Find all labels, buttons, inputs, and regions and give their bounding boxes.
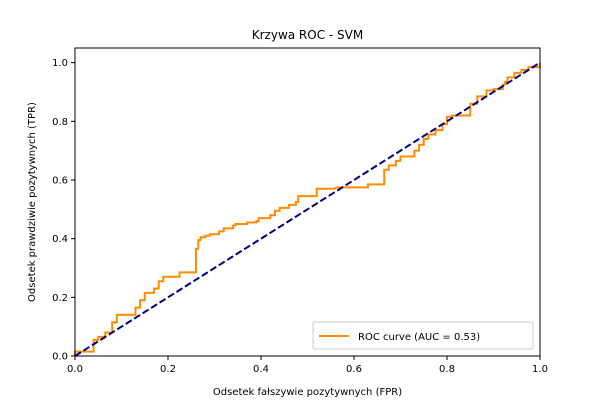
x-tick-label: 1.0	[532, 364, 548, 375]
y-tick-label: 0.2	[52, 293, 68, 304]
x-tick-label: 0.6	[346, 364, 362, 375]
y-tick-label: 0.6	[52, 176, 68, 187]
x-tick-label: 0.2	[160, 364, 176, 375]
x-tick-label: 0.0	[67, 364, 83, 375]
x-tick-label: 0.8	[439, 364, 455, 375]
legend-label-roc: ROC curve (AUC = 0.53)	[358, 332, 480, 343]
y-tick-label: 0.8	[52, 117, 68, 128]
chart-title: Krzywa ROC - SVM	[252, 28, 364, 42]
y-tick-label: 0.4	[52, 234, 68, 245]
y-tick-label: 0.0	[52, 352, 68, 363]
plot-area: 0.0 0.2 0.4 0.6 0.8 1.0 0.0 0.2 0.4 0.6 0.8 1.0	[52, 47, 548, 375]
y-axis-ticks: 0.0 0.2 0.4 0.6 0.8 1.0	[52, 58, 75, 363]
plot-frame	[74, 47, 541, 357]
legend: ROC curve (AUC = 0.53)	[312, 321, 534, 350]
y-axis-label: Odsetek prawdziwie pozytywnych (TPR)	[27, 102, 38, 302]
y-tick-label: 1.0	[52, 58, 68, 69]
x-axis-label: Odsetek fałszywie pozytywnych (FPR)	[213, 387, 402, 398]
x-tick-label: 0.4	[253, 364, 269, 375]
chance-diagonal-line	[74, 61, 541, 357]
legend-box	[312, 321, 534, 350]
plot-background	[75, 48, 540, 356]
series-layer	[74, 61, 541, 357]
x-axis-ticks: 0.0 0.2 0.4 0.6 0.8 1.0	[67, 356, 548, 375]
